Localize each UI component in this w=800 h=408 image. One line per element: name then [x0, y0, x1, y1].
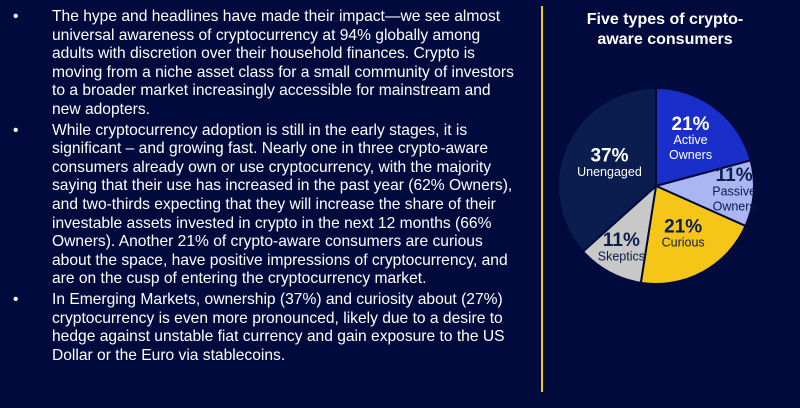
pie-slice-skeptics [581, 183, 658, 284]
pie-slice-curious [639, 184, 747, 285]
bullet-text: The hype and headlines have made their i… [52, 8, 514, 118]
slice-category-label: Skeptics [598, 250, 645, 264]
slice-category-label: Passive [712, 184, 756, 198]
slice-category-label: Owners [669, 148, 712, 162]
bullet-text: While cryptocurrency adoption is still i… [52, 121, 513, 288]
bullet-list: • The hype and headlines have made their… [0, 8, 520, 367]
slice-category-label: Curious [662, 236, 705, 250]
bullet-dot: • [13, 8, 19, 25]
slice-value-label: 11% [603, 230, 640, 251]
slice-category-label: Owners [713, 199, 756, 213]
bullet-item: • While cryptocurrency adoption is still… [0, 122, 520, 289]
bullet-dot: • [13, 290, 19, 308]
pie-slice-unengaged [557, 86, 657, 253]
pie-slice-active-owners [655, 86, 752, 188]
slice-category-label: Unengaged [577, 165, 642, 179]
bullet-dot: • [13, 121, 19, 139]
slice-category-label: Active [674, 133, 708, 147]
slice-value-label: 11% [716, 165, 753, 186]
vertical-divider [541, 6, 543, 392]
bullet-item: • The hype and headlines have made their… [0, 8, 520, 120]
slice-value-label: 21% [672, 114, 710, 135]
bullet-item: • In Emerging Markets, ownership (37%) a… [0, 291, 520, 365]
slice-value-label: 37% [590, 146, 628, 167]
pie-slice-passive-owners [653, 159, 755, 228]
slice-value-label: 21% [664, 216, 702, 237]
bullet-text: In Emerging Markets, ownership (37%) and… [52, 290, 505, 364]
chart-title: Five types of crypto-aware consumers [586, 11, 744, 48]
